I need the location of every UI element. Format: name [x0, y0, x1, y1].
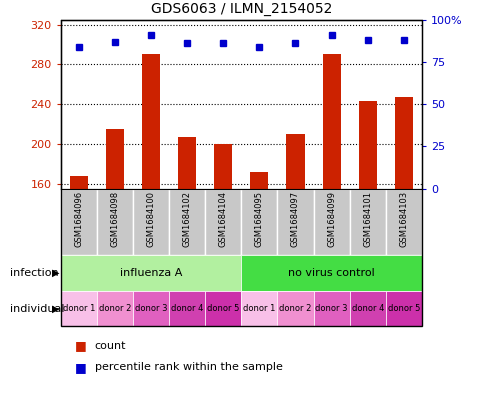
Text: donor 3: donor 3 — [135, 304, 167, 313]
Bar — [205, 189, 241, 255]
Text: no virus control: no virus control — [287, 268, 374, 278]
Text: GSM1684099: GSM1684099 — [326, 191, 335, 247]
Bar — [394, 97, 412, 189]
Text: GSM1684102: GSM1684102 — [182, 191, 191, 247]
Text: GSM1684104: GSM1684104 — [218, 191, 227, 247]
Bar — [96, 189, 133, 255]
Text: ▶: ▶ — [52, 303, 60, 314]
Bar — [349, 189, 385, 255]
Bar — [385, 189, 421, 255]
Text: donor 4: donor 4 — [351, 304, 383, 313]
Bar — [205, 291, 241, 326]
Title: GDS6063 / ILMN_2154052: GDS6063 / ILMN_2154052 — [151, 2, 331, 16]
Text: donor 1: donor 1 — [62, 304, 95, 313]
Bar — [313, 189, 349, 255]
Text: infection: infection — [10, 268, 58, 278]
Bar — [277, 189, 313, 255]
Text: percentile rank within the sample: percentile rank within the sample — [94, 362, 282, 373]
Text: individual: individual — [10, 303, 64, 314]
Text: GSM1684103: GSM1684103 — [398, 191, 408, 247]
Bar — [60, 255, 241, 291]
Text: donor 4: donor 4 — [170, 304, 203, 313]
Text: donor 2: donor 2 — [98, 304, 131, 313]
Text: count: count — [94, 341, 126, 351]
Bar — [214, 144, 232, 189]
Text: GSM1684096: GSM1684096 — [74, 191, 83, 247]
Text: donor 5: donor 5 — [207, 304, 239, 313]
Bar — [60, 291, 96, 326]
Text: GSM1684097: GSM1684097 — [290, 191, 300, 247]
Bar — [277, 291, 313, 326]
Bar — [178, 137, 196, 189]
Text: ■: ■ — [75, 339, 87, 353]
Bar — [349, 291, 385, 326]
Text: GSM1684098: GSM1684098 — [110, 191, 119, 247]
Bar — [168, 189, 205, 255]
Text: GSM1684095: GSM1684095 — [254, 191, 263, 247]
Text: GSM1684101: GSM1684101 — [363, 191, 372, 247]
Text: GSM1684100: GSM1684100 — [146, 191, 155, 247]
Bar — [142, 55, 160, 189]
Bar — [96, 291, 133, 326]
Bar — [322, 55, 340, 189]
Bar — [241, 291, 277, 326]
Bar — [106, 129, 123, 189]
Bar — [168, 291, 205, 326]
Bar — [241, 255, 421, 291]
Bar — [133, 189, 168, 255]
Text: ▶: ▶ — [52, 268, 60, 278]
Bar — [358, 101, 376, 189]
Bar — [133, 291, 168, 326]
Text: influenza A: influenza A — [120, 268, 182, 278]
Bar — [286, 134, 304, 189]
Bar — [250, 172, 268, 189]
Bar — [70, 176, 88, 189]
Text: donor 1: donor 1 — [242, 304, 275, 313]
Text: donor 3: donor 3 — [315, 304, 347, 313]
Bar — [60, 189, 96, 255]
Bar — [313, 291, 349, 326]
Text: donor 5: donor 5 — [387, 304, 419, 313]
Bar — [241, 189, 277, 255]
Text: ■: ■ — [75, 361, 87, 374]
Text: donor 2: donor 2 — [279, 304, 311, 313]
Bar — [385, 291, 421, 326]
